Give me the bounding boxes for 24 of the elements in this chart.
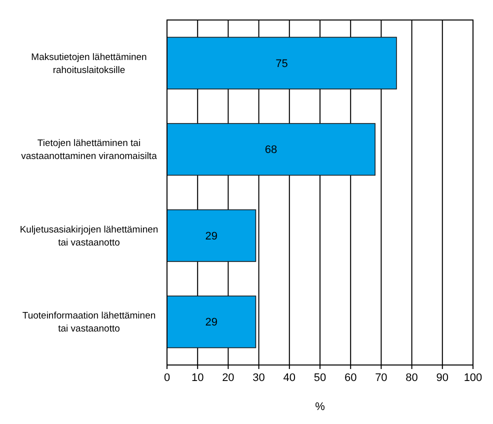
x-tick-label: 90 <box>436 372 449 384</box>
bar <box>166 36 397 90</box>
x-tick-label: 20 <box>222 372 234 384</box>
data-label: 29 <box>205 230 218 242</box>
x-tick-label: 40 <box>283 372 296 384</box>
y-tick-label: Tuoteinformaation lähettäminen tai vastaanotto <box>22 310 156 335</box>
data-label: 68 <box>264 144 278 156</box>
y-tick-label: Tietojen lähettäminen tai vastaanottaminen viranomaisilta <box>21 138 158 162</box>
x-axis-title: % <box>315 401 326 413</box>
x-tick-label: 0 <box>164 372 170 384</box>
bar <box>166 296 256 348</box>
x-tick-label: 30 <box>252 372 265 384</box>
x-tick-label: 50 <box>314 372 326 384</box>
y-tick-label: Kuljetusasiakirjojen lähettäminen tai vastaanotto <box>20 224 158 248</box>
x-tick-label: 10 <box>191 372 204 384</box>
x-tick-label: 100 <box>464 372 482 384</box>
data-label: 29 <box>205 316 218 329</box>
y-tick-label: Maksutietojen lähettäminen rahoituslaitoksille <box>31 52 147 76</box>
bar <box>166 209 256 262</box>
x-tick-label: 60 <box>344 372 357 384</box>
bar <box>166 123 376 176</box>
x-tick-label: 80 <box>406 372 418 384</box>
data-label: 75 <box>276 58 288 70</box>
x-tick-label: 70 <box>375 372 388 384</box>
